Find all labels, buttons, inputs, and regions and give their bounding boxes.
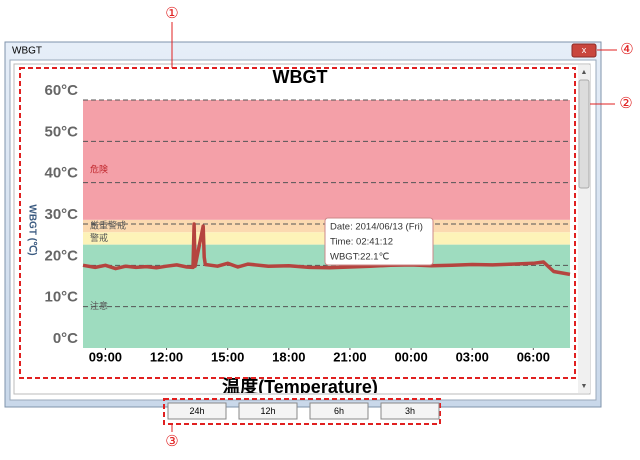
band-label: 警戒 [90,232,108,243]
y-axis-title: WBGT (℃) [26,204,37,255]
range-button-label[interactable]: 6h [334,406,344,416]
cut-cover [15,378,577,393]
scroll-down[interactable]: ▼ [581,383,588,390]
bottom-title: 温度(Temperature) [222,376,378,397]
x-tick-label: 15:00 [211,349,244,364]
tooltip-line: WBGT:22.1℃ [330,252,390,263]
range-button-label[interactable]: 12h [260,406,275,416]
range-button[interactable] [238,402,298,420]
range-button[interactable] [309,402,369,420]
callout: ② [619,95,632,112]
tooltip-line: Date: 2014/06/13 (Fri) [330,222,423,233]
callout: ① [165,5,178,22]
range-button-label[interactable]: 3h [405,406,415,416]
callout: ④ [620,41,633,58]
range-button[interactable] [167,402,227,420]
callout-box [163,398,441,425]
y-tick-label: 0°C [53,330,78,347]
callout: ③ [165,433,178,450]
x-tick-label: 21:00 [333,349,366,364]
scroll-thumb[interactable] [578,79,590,189]
x-tick-label: 12:00 [150,349,183,364]
chart-title: WBGT [273,67,328,87]
x-tick-label: 09:00 [89,349,122,364]
data-line [82,222,571,277]
range-button-label[interactable]: 24h [189,406,204,416]
x-tick-label: 18:00 [272,349,305,364]
x-tick-label: 06:00 [517,349,550,364]
tooltip [324,217,434,266]
range-button[interactable] [380,402,440,420]
y-tick-label: 50°C [44,123,78,140]
close-button[interactable] [571,43,597,58]
band-label: 厳重警戒 [90,219,126,230]
x-tick-label: 03:00 [456,349,489,364]
y-tick-label: 10°C [44,289,78,306]
y-tick-label: 30°C [44,206,78,223]
band-label: 危険 [90,164,108,175]
x-tick-label: 00:00 [394,349,427,364]
scroll-up[interactable]: ▲ [581,69,588,76]
band-label: 注意 [90,300,108,311]
close-label[interactable]: x [582,45,587,55]
tooltip-line: Time: 02:41:12 [330,237,393,248]
band [83,100,570,220]
y-tick-label: 60°C [44,82,78,99]
y-tick-label: 20°C [44,247,78,264]
y-tick-label: 40°C [44,165,78,182]
window-title: WBGT [12,46,42,57]
